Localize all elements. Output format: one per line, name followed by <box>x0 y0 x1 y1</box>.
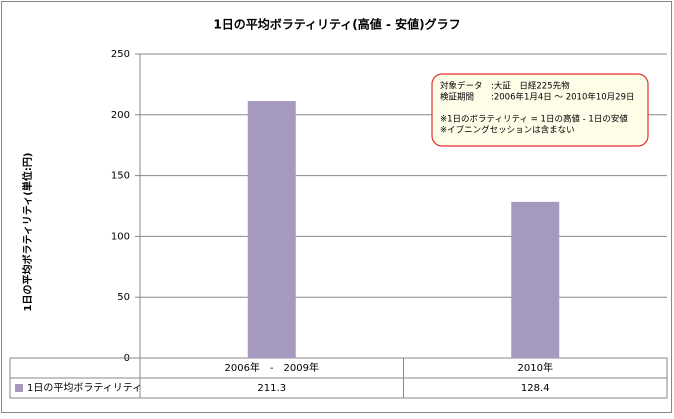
table-value: 211.3 <box>257 383 286 394</box>
annotation-text: 対象データ :大証 日経225先物 <box>440 81 570 92</box>
x-tick-label: 2010年 <box>518 361 553 374</box>
y-axis-label: 1日の平均ボラティリティ(単位:円) <box>21 153 34 312</box>
legend-label: 1日の平均ボラティリティ <box>27 382 142 394</box>
chart-title: 1日の平均ボラティリティ(高値 - 安値)グラフ <box>213 17 460 32</box>
annotation-text: ※イブニングセッションは含まない <box>440 125 575 136</box>
y-tick-label: 150 <box>111 171 130 182</box>
chart-frame <box>1 1 672 413</box>
annotation-text: ※1日のボラティリティ = 1日の高値 - 1日の安値 <box>440 114 628 125</box>
legend-swatch <box>15 384 23 392</box>
y-tick-label: 250 <box>111 49 130 60</box>
annotation-text: 検証期間 :2006年1月4日 ～ 2010年10月29日 <box>440 92 634 103</box>
x-tick-label: 2006年 - 2009年 <box>224 361 319 374</box>
y-tick-label: 200 <box>111 110 130 121</box>
bar <box>247 101 296 358</box>
annotation-box <box>431 73 649 147</box>
table-value: 128.4 <box>521 383 550 394</box>
y-tick-label: 100 <box>111 231 130 242</box>
y-tick-label: 50 <box>117 292 130 303</box>
bar <box>511 201 560 358</box>
